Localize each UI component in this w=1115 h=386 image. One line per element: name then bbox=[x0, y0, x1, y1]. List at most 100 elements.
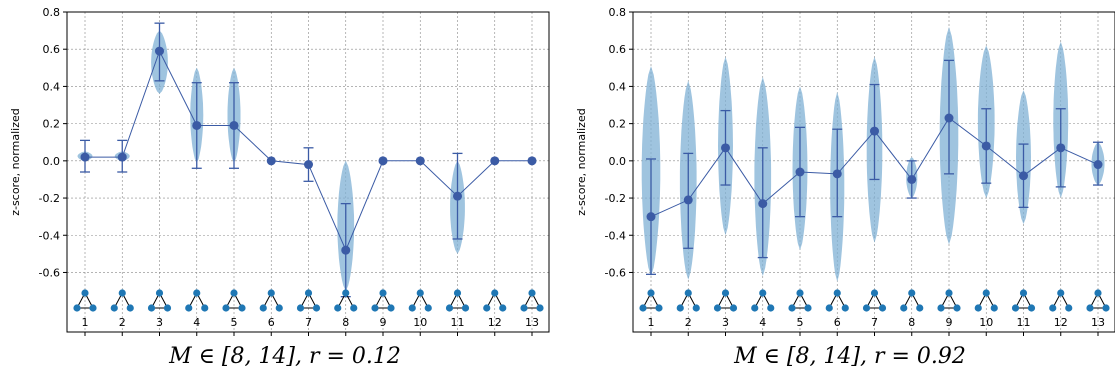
motif-node-top bbox=[759, 289, 767, 297]
triad-motif-icon-7 bbox=[862, 289, 887, 312]
xtick-label-3: 3 bbox=[156, 316, 163, 329]
motif-node-right bbox=[126, 304, 134, 312]
motif-node-left bbox=[445, 304, 454, 312]
motif-node-right bbox=[536, 304, 544, 312]
triad-motif-icon-5 bbox=[222, 289, 246, 312]
motif-node-top bbox=[155, 289, 164, 297]
motif-node-left bbox=[639, 304, 647, 312]
motif-node-top bbox=[1057, 289, 1065, 297]
triad-motif-icon-9 bbox=[937, 289, 961, 312]
ytick-label-6: -0.4 bbox=[39, 229, 60, 242]
mean-point-10 bbox=[981, 141, 991, 151]
mean-point-1 bbox=[80, 152, 90, 162]
motif-node-left bbox=[862, 304, 871, 312]
motif-node-left bbox=[259, 304, 267, 312]
motif-node-right bbox=[89, 304, 97, 312]
ytick-label-5: -0.2 bbox=[605, 192, 626, 205]
motif-node-left bbox=[788, 304, 796, 312]
motif-node-top bbox=[684, 289, 692, 297]
motif-node-right bbox=[841, 304, 849, 312]
triad-motif-icon-6 bbox=[259, 289, 283, 312]
mean-point-12 bbox=[1056, 143, 1066, 153]
xtick-label-3: 3 bbox=[722, 316, 729, 329]
triad-motif-icon-10 bbox=[408, 289, 432, 312]
motif-node-left bbox=[1011, 304, 1020, 312]
motif-node-left bbox=[147, 304, 156, 312]
triad-motif-icon-3 bbox=[147, 289, 172, 312]
motif-node-top bbox=[833, 289, 841, 297]
xtick-label-11: 11 bbox=[451, 316, 465, 329]
ytick-label-6: -0.4 bbox=[605, 229, 626, 242]
triad-motif-icon-10 bbox=[974, 289, 998, 312]
y-axis-label: z-score, normalized bbox=[575, 108, 588, 215]
mean-point-13 bbox=[1093, 160, 1103, 170]
mean-point-5 bbox=[795, 167, 805, 177]
motif-node-top bbox=[491, 289, 499, 297]
motif-node-left bbox=[110, 304, 118, 312]
motif-node-top bbox=[528, 289, 536, 297]
mean-point-8 bbox=[341, 245, 351, 255]
xtick-label-13: 13 bbox=[525, 316, 539, 329]
motif-node-top bbox=[230, 289, 238, 297]
ytick-label-7: -0.6 bbox=[605, 266, 626, 279]
motif-node-left bbox=[222, 304, 230, 312]
triad-motif-icon-11 bbox=[1011, 289, 1036, 312]
motif-node-top bbox=[1094, 289, 1102, 297]
motif-node-left bbox=[371, 304, 379, 312]
ytick-label-3: 0.2 bbox=[609, 118, 627, 131]
triad-motif-icon-4 bbox=[185, 289, 209, 312]
motif-node-left bbox=[1086, 304, 1094, 312]
triad-motif-icon-3 bbox=[713, 289, 738, 312]
motif-node-left bbox=[408, 304, 416, 312]
triad-motif-icon-13 bbox=[1086, 289, 1110, 312]
motif-node-top bbox=[721, 289, 730, 297]
motif-node-top bbox=[870, 289, 879, 297]
ytick-label-4: 0.0 bbox=[43, 155, 61, 168]
xtick-label-6: 6 bbox=[834, 316, 841, 329]
mean-point-6 bbox=[266, 156, 276, 166]
mean-point-9 bbox=[378, 156, 388, 166]
motif-node-right bbox=[424, 304, 432, 312]
motif-node-left bbox=[900, 304, 908, 312]
motif-node-top bbox=[304, 289, 313, 297]
motif-node-top bbox=[416, 289, 424, 297]
xtick-label-2: 2 bbox=[685, 316, 692, 329]
mean-point-3 bbox=[155, 46, 164, 56]
panel-2: 0.80.60.40.20.0-0.2-0.4-0.61 2 3 4 5 6 7 8 9 10 11… bbox=[575, 6, 1115, 336]
xtick-label-1: 1 bbox=[82, 316, 89, 329]
xtick-label-9: 9 bbox=[380, 316, 387, 329]
motif-node-right bbox=[201, 304, 209, 312]
panel-1: 0.80.60.40.20.0-0.2-0.4-0.61 2 3 4 5 6 7 8 9 10 11… bbox=[9, 6, 550, 336]
ytick-label-0: 0.8 bbox=[43, 6, 61, 19]
triad-motif-icon-12 bbox=[1049, 289, 1073, 312]
xtick-label-11: 11 bbox=[1017, 316, 1031, 329]
mean-point-8 bbox=[907, 174, 917, 184]
mean-point-12 bbox=[490, 156, 500, 166]
motif-node-right bbox=[1027, 304, 1036, 312]
ytick-label-2: 0.4 bbox=[43, 80, 61, 93]
xtick-label-8: 8 bbox=[908, 316, 915, 329]
motif-node-right bbox=[729, 304, 738, 312]
motif-node-left bbox=[73, 304, 81, 312]
ytick-label-5: -0.2 bbox=[39, 192, 60, 205]
motif-node-top bbox=[1019, 289, 1028, 297]
mean-point-5 bbox=[229, 120, 239, 130]
motif-node-left bbox=[751, 304, 759, 312]
xtick-label-12: 12 bbox=[488, 316, 502, 329]
triad-motif-icon-6 bbox=[825, 289, 849, 312]
mean-point-4 bbox=[192, 120, 202, 130]
motif-node-right bbox=[238, 304, 246, 312]
xtick-label-10: 10 bbox=[413, 316, 427, 329]
mean-point-4 bbox=[758, 199, 768, 209]
ytick-label-1: 0.6 bbox=[43, 43, 61, 56]
xtick-label-9: 9 bbox=[946, 316, 953, 329]
xtick-label-13: 13 bbox=[1091, 316, 1105, 329]
y-axis-label: z-score, normalized bbox=[9, 108, 22, 215]
motif-node-left bbox=[296, 304, 305, 312]
mean-point-1 bbox=[646, 212, 656, 222]
motif-node-left bbox=[185, 304, 193, 312]
mean-point-11 bbox=[453, 191, 462, 201]
motif-node-right bbox=[916, 304, 924, 312]
motif-node-right bbox=[387, 304, 395, 312]
